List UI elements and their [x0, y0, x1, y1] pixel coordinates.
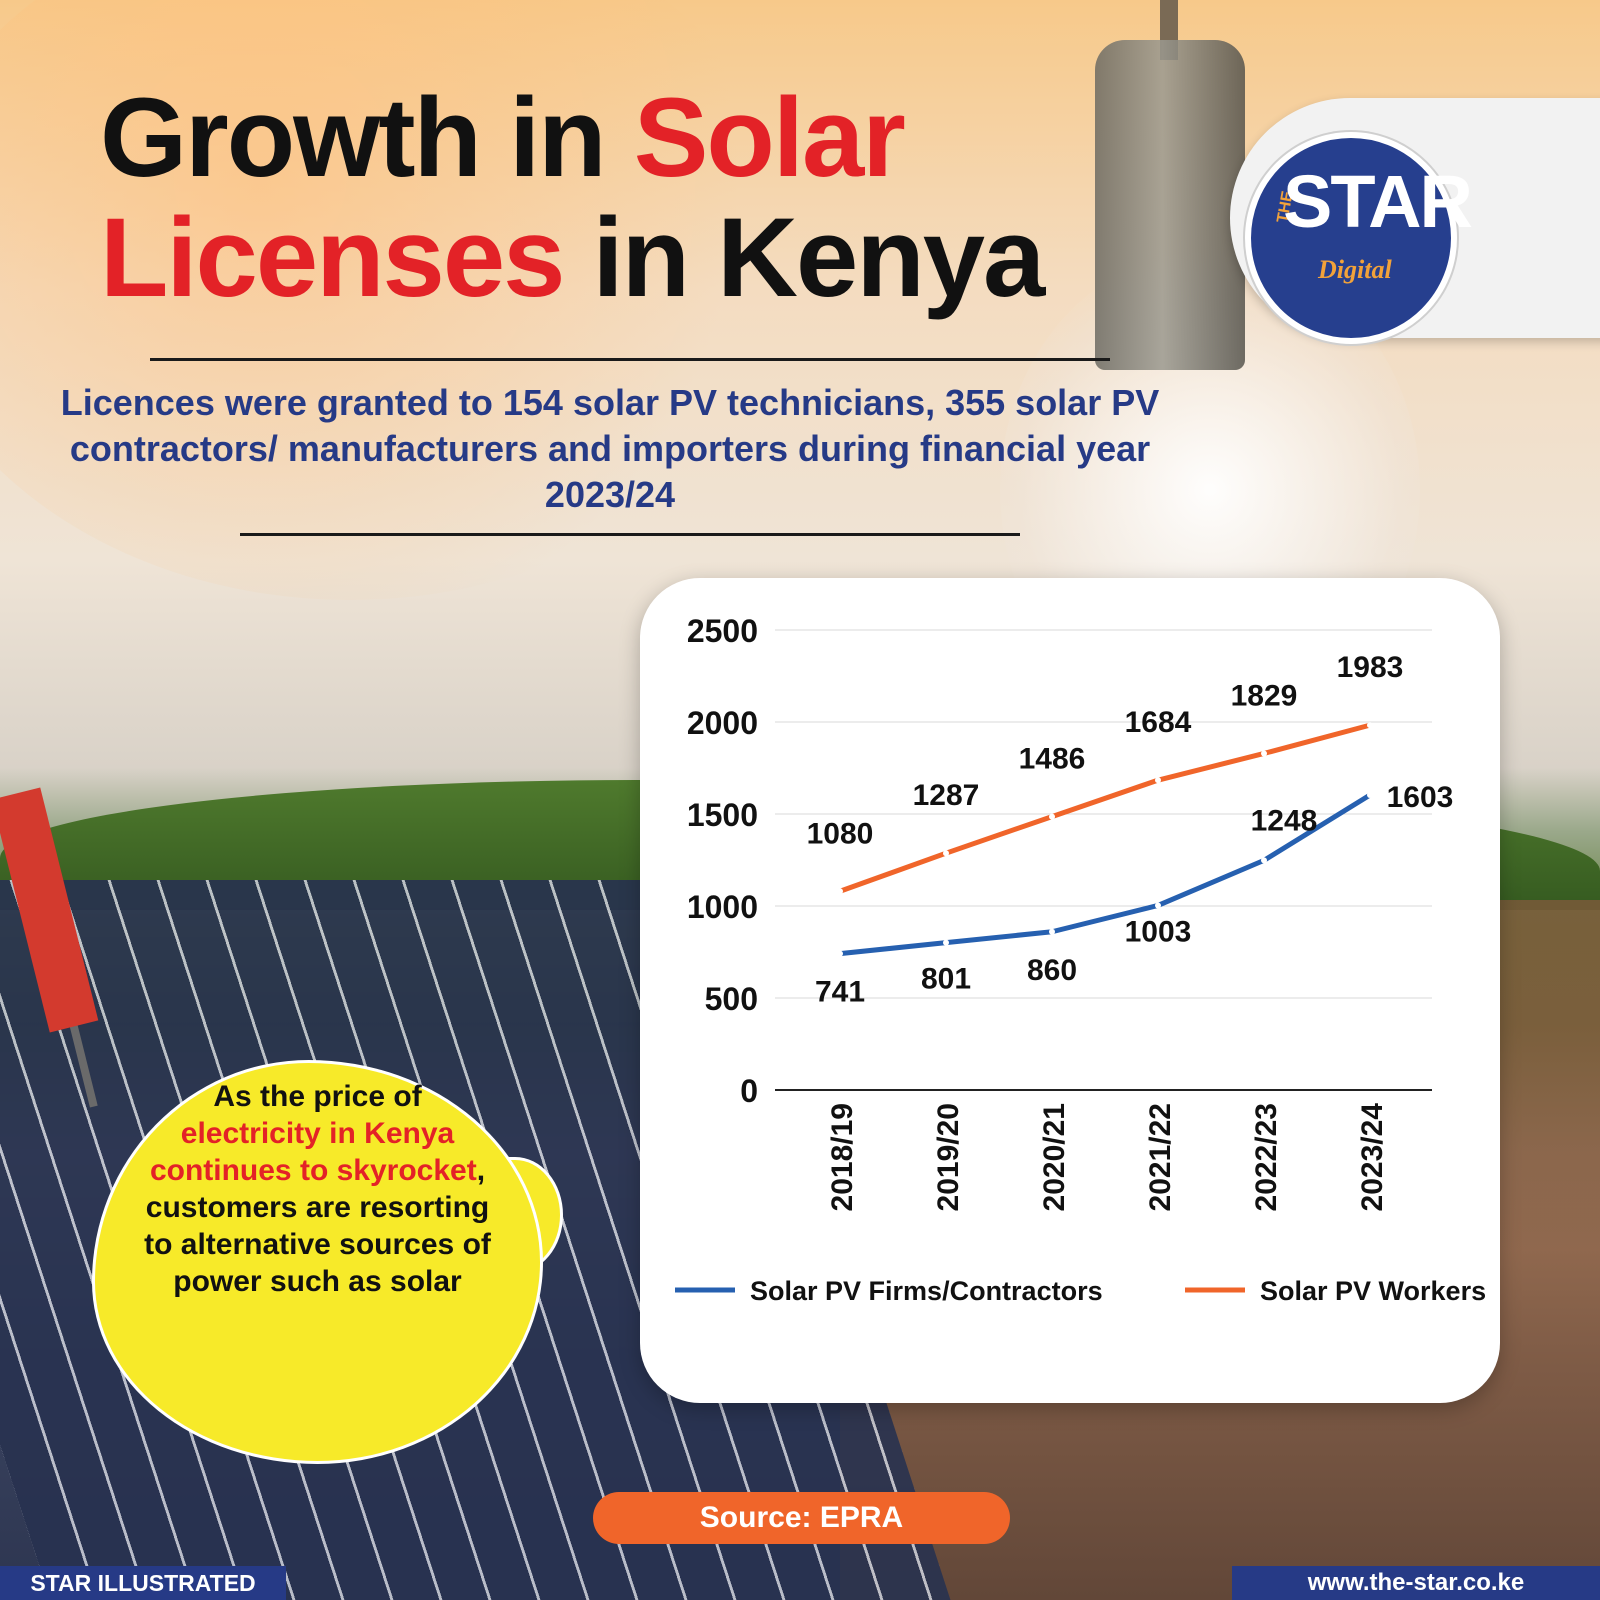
y-tick-label: 1000 [687, 889, 758, 925]
data-label: 860 [1027, 954, 1077, 987]
footer-credit: STAR ILLUSTRATED [0, 1566, 286, 1600]
x-tick-label: 2023/24 [1356, 1103, 1389, 1212]
legend-label: Solar PV Firms/Contractors [750, 1276, 1103, 1306]
callout-bubble [95, 1063, 540, 1461]
data-point [837, 888, 843, 895]
series-line [837, 792, 1373, 957]
y-tick-label: 0 [740, 1073, 758, 1109]
x-tick-label: 2021/22 [1144, 1103, 1177, 1211]
callout-text-1: As the price of [213, 1080, 422, 1113]
title-solar: Solar [633, 75, 906, 200]
data-point [943, 850, 949, 857]
data-label: 1486 [1019, 743, 1086, 776]
callout-text-2: , customers are resorting to alternative… [144, 1154, 491, 1298]
x-tick-label: 2019/20 [932, 1103, 965, 1211]
page-title: Growth in Solar Licenses in Kenya [100, 78, 1200, 318]
callout-text: As the price of electricity in Kenya con… [140, 1078, 495, 1300]
chart-card [640, 578, 1500, 1403]
y-tick-label: 2500 [687, 613, 758, 649]
divider-bottom [240, 533, 1020, 536]
line-chart: 0 500 1000 1500 2000 2500 2018/19 2019/20 2020/2… [675, 613, 1486, 1306]
data-label: 1248 [1251, 804, 1318, 837]
y-tick-label: 1500 [687, 797, 758, 833]
callout-text-highlight: electricity in Kenya continues to skyroc… [149, 1117, 477, 1187]
data-label: 741 [815, 976, 865, 1009]
y-tick-label: 500 [705, 981, 758, 1017]
data-point [1049, 928, 1055, 935]
data-label: 1080 [807, 817, 874, 850]
legend-label: Solar PV Workers [1260, 1276, 1486, 1306]
data-point [1155, 902, 1161, 909]
footer-url[interactable]: www.the-star.co.ke [1232, 1566, 1600, 1600]
data-point [1261, 857, 1267, 864]
logo-digital: Digital [1318, 255, 1392, 284]
x-tick-label: 2020/21 [1038, 1103, 1071, 1211]
data-label: 1983 [1337, 651, 1404, 684]
divider-top [150, 358, 1110, 361]
data-label: 801 [921, 963, 971, 996]
bulb-socket [1095, 40, 1245, 370]
data-point [943, 939, 949, 946]
data-label: 1603 [1387, 781, 1454, 814]
data-label: 1003 [1125, 915, 1192, 948]
data-point [837, 950, 843, 957]
star-logo [1245, 132, 1457, 344]
series-line [837, 722, 1373, 894]
data-label: 1829 [1231, 679, 1298, 712]
title-licenses: Licenses [100, 195, 565, 320]
source-badge: Source: EPRA [593, 1492, 1010, 1544]
data-point [1367, 792, 1373, 799]
data-point [1049, 813, 1055, 820]
data-point [1155, 777, 1161, 784]
x-tick-label: 2022/23 [1250, 1103, 1283, 1211]
y-tick-label: 2000 [687, 705, 758, 741]
data-point [1261, 750, 1267, 757]
title-in-kenya: in Kenya [563, 195, 1046, 320]
logo-star: STAR [1283, 160, 1473, 243]
x-tick-label: 2018/19 [826, 1103, 859, 1211]
data-label: 1287 [913, 779, 980, 812]
data-label: 1684 [1125, 706, 1192, 739]
title-growth-in: Growth in [100, 75, 634, 200]
subtitle: Licences were granted to 154 solar PV te… [60, 382, 1160, 515]
data-point [1367, 722, 1373, 729]
